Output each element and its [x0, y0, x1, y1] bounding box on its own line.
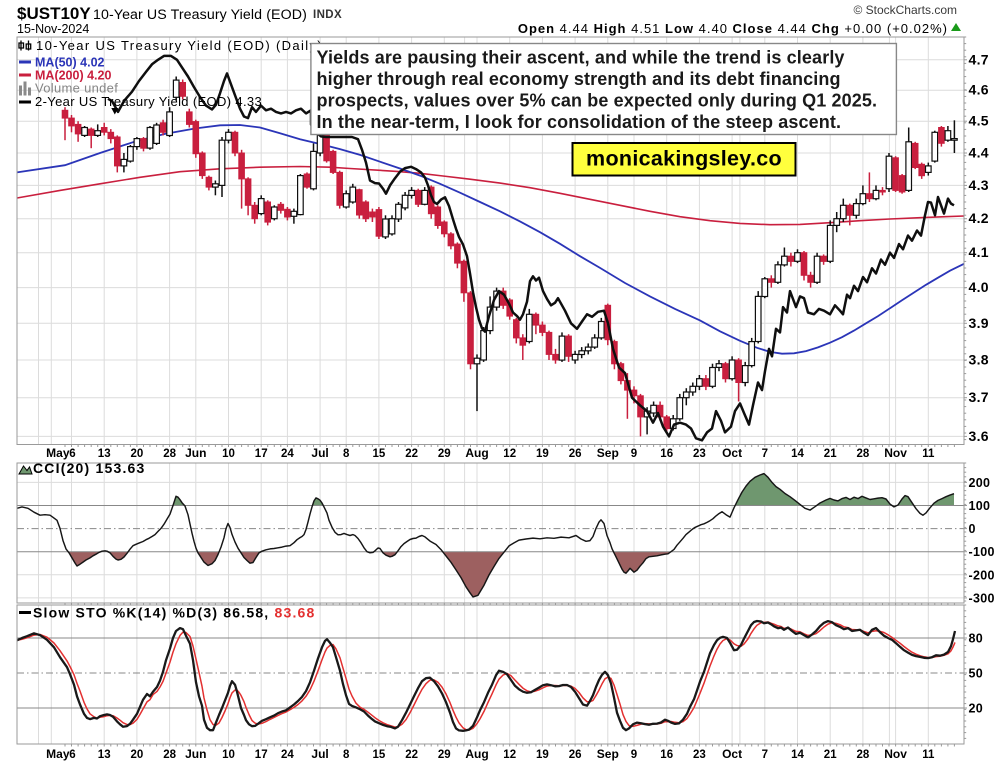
svg-text:26: 26	[569, 448, 582, 460]
svg-text:4.1: 4.1	[969, 244, 989, 260]
svg-text:Jul: Jul	[311, 446, 328, 460]
svg-text:-100: -100	[969, 545, 995, 559]
svg-text:11: 11	[922, 448, 935, 460]
svg-text:4.6: 4.6	[969, 82, 989, 98]
svg-text:12: 12	[503, 448, 516, 460]
svg-text:higher through real economy st: higher through real economy strength and…	[317, 69, 841, 89]
svg-text:10-Year US Treasury Yield (EOD: 10-Year US Treasury Yield (EOD)	[93, 7, 307, 23]
svg-text:13: 13	[98, 749, 111, 761]
svg-text:7: 7	[762, 448, 768, 460]
svg-text:4.2: 4.2	[969, 210, 989, 226]
svg-text:26: 26	[569, 749, 582, 761]
svg-text:28: 28	[857, 749, 870, 761]
svg-text:Yields are pausing their ascen: Yields are pausing their ascent, and whi…	[317, 47, 845, 67]
svg-text:3.9: 3.9	[969, 315, 989, 331]
svg-text:Sep: Sep	[597, 446, 619, 460]
svg-text:MA(50) 4.02: MA(50) 4.02	[35, 56, 105, 70]
svg-text:MA(200) 4.20: MA(200) 4.20	[35, 69, 111, 83]
svg-text:Jun: Jun	[185, 446, 206, 460]
svg-text:200: 200	[969, 476, 991, 490]
svg-text:50: 50	[969, 667, 984, 681]
svg-text:28: 28	[163, 749, 176, 761]
svg-text:Aug: Aug	[465, 747, 488, 761]
svg-text:Nov: Nov	[884, 446, 907, 460]
svg-text:10-Year US Treasury Yield (EOD: 10-Year US Treasury Yield (EOD) (Daily)	[36, 38, 323, 53]
svg-text:CCI(20) 153.63: CCI(20) 153.63	[33, 460, 146, 476]
svg-text:24: 24	[281, 448, 294, 460]
svg-text:© StockCharts.com: © StockCharts.com	[853, 3, 957, 17]
svg-text:3.8: 3.8	[969, 352, 989, 368]
svg-text:23: 23	[693, 448, 706, 460]
svg-text:20: 20	[969, 702, 984, 716]
svg-text:21: 21	[824, 448, 837, 460]
svg-text:May: May	[46, 747, 70, 761]
svg-text:80: 80	[969, 632, 984, 646]
svg-text:2-Year US Treasury Yield (EOD): 2-Year US Treasury Yield (EOD) 4.33	[35, 94, 262, 109]
svg-text:INDX: INDX	[313, 9, 342, 21]
svg-text:15-Nov-2024: 15-Nov-2024	[17, 22, 89, 36]
svg-text:24: 24	[281, 749, 294, 761]
svg-text:28: 28	[857, 448, 870, 460]
svg-text:10: 10	[222, 749, 235, 761]
svg-text:4.7: 4.7	[969, 51, 989, 67]
svg-text:Slow STO %K(14) %D(3) 86.58, 8: Slow STO %K(14) %D(3) 86.58, 83.68	[33, 605, 316, 621]
svg-text:Jul: Jul	[311, 747, 328, 761]
svg-text:14: 14	[791, 448, 804, 460]
svg-text:13: 13	[98, 448, 111, 460]
svg-text:Oct: Oct	[722, 446, 742, 460]
svg-text:14: 14	[791, 749, 804, 761]
svg-text:9: 9	[631, 749, 637, 761]
svg-text:100: 100	[969, 499, 991, 513]
svg-text:20: 20	[131, 749, 144, 761]
svg-text:8: 8	[343, 448, 350, 460]
svg-text:May: May	[46, 446, 70, 460]
svg-text:15: 15	[373, 448, 386, 460]
svg-text:22: 22	[405, 749, 418, 761]
svg-text:In the near-term, I look for c: In the near-term, I look for consolidati…	[317, 112, 842, 132]
svg-text:12: 12	[503, 749, 516, 761]
svg-text:3.6: 3.6	[969, 428, 989, 444]
svg-text:29: 29	[438, 448, 451, 460]
svg-text:15: 15	[373, 749, 386, 761]
svg-text:Oct: Oct	[722, 747, 742, 761]
svg-text:11: 11	[922, 749, 935, 761]
svg-text:9: 9	[631, 448, 637, 460]
svg-text:16: 16	[660, 448, 673, 460]
svg-text:22: 22	[405, 448, 418, 460]
svg-text:3.7: 3.7	[969, 389, 989, 405]
svg-text:Aug: Aug	[465, 446, 488, 460]
svg-text:monicakingsley.co: monicakingsley.co	[586, 147, 782, 171]
svg-text:19: 19	[536, 749, 549, 761]
svg-text:16: 16	[660, 749, 673, 761]
svg-text:17: 17	[255, 448, 268, 460]
svg-text:4.5: 4.5	[969, 113, 989, 129]
svg-text:prospects, values over 5% can: prospects, values over 5% can be expecte…	[317, 91, 878, 111]
svg-text:$UST10Y: $UST10Y	[17, 4, 91, 23]
svg-text:17: 17	[255, 749, 268, 761]
svg-text:Open 4.44 High 4.51 Low 4.40 C: Open 4.44 High 4.51 Low 4.40 Close 4.44 …	[518, 21, 948, 36]
svg-text:19: 19	[536, 448, 549, 460]
svg-text:Jun: Jun	[185, 747, 206, 761]
svg-text:Sep: Sep	[597, 747, 619, 761]
svg-text:4.4: 4.4	[969, 145, 989, 161]
svg-text:6: 6	[69, 448, 75, 460]
svg-text:Volume undef: Volume undef	[35, 81, 118, 96]
svg-text:6: 6	[69, 749, 75, 761]
svg-text:0: 0	[969, 522, 976, 536]
svg-text:4.3: 4.3	[969, 177, 989, 193]
svg-text:-200: -200	[969, 568, 995, 582]
svg-text:23: 23	[693, 749, 706, 761]
svg-text:28: 28	[163, 448, 176, 460]
svg-text:4.0: 4.0	[969, 279, 989, 295]
svg-text:21: 21	[824, 749, 837, 761]
svg-text:Nov: Nov	[884, 747, 907, 761]
svg-text:8: 8	[343, 749, 350, 761]
svg-text:20: 20	[131, 448, 144, 460]
svg-text:10: 10	[222, 448, 235, 460]
svg-text:7: 7	[762, 749, 768, 761]
svg-text:-300: -300	[969, 591, 995, 605]
svg-text:29: 29	[438, 749, 451, 761]
